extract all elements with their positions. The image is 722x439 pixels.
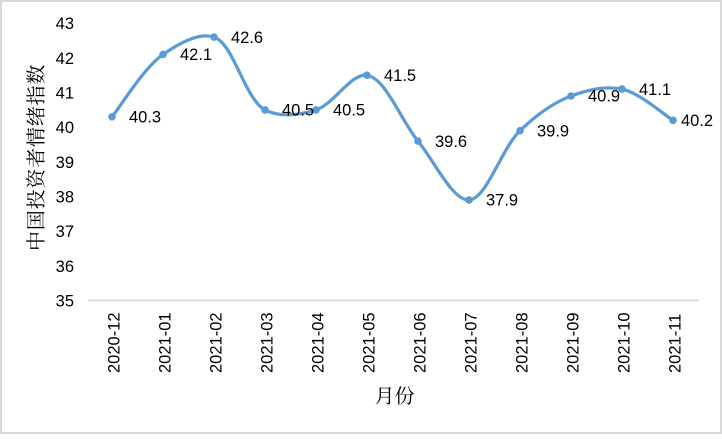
svg-text:40.2: 40.2 [681,112,713,130]
svg-text:2021-10: 2021-10 [616,312,634,373]
svg-text:41.1: 41.1 [639,81,671,99]
svg-text:39: 39 [56,154,74,172]
svg-text:43: 43 [56,15,74,33]
svg-text:2020-12: 2020-12 [106,312,124,373]
svg-text:40.9: 40.9 [588,88,620,106]
svg-text:2021-05: 2021-05 [361,312,379,373]
svg-text:2021-06: 2021-06 [412,312,430,373]
svg-text:2021-11: 2021-11 [667,314,685,373]
svg-text:37: 37 [56,223,74,241]
svg-text:2021-01: 2021-01 [157,312,175,373]
svg-text:40.5: 40.5 [333,102,365,120]
svg-text:2021-07: 2021-07 [463,312,481,373]
svg-text:40.5: 40.5 [282,102,314,120]
svg-text:39.9: 39.9 [537,122,569,140]
svg-text:41.5: 41.5 [384,67,416,85]
svg-text:2021-08: 2021-08 [514,312,532,373]
svg-text:37.9: 37.9 [486,192,518,210]
svg-text:35: 35 [56,293,74,311]
svg-text:42: 42 [56,50,74,68]
svg-text:40: 40 [56,119,74,137]
svg-text:40.3: 40.3 [129,109,161,127]
svg-text:42.1: 42.1 [180,46,212,64]
svg-text:2021-02: 2021-02 [208,312,226,373]
svg-text:41: 41 [56,85,74,103]
svg-text:39.6: 39.6 [435,133,467,151]
svg-text:2021-09: 2021-09 [565,312,583,373]
svg-text:2021-04: 2021-04 [310,312,328,373]
svg-text:42.6: 42.6 [231,29,263,47]
svg-text:36: 36 [56,258,74,276]
svg-text:2021-03: 2021-03 [259,312,277,373]
svg-text:38: 38 [56,189,74,207]
